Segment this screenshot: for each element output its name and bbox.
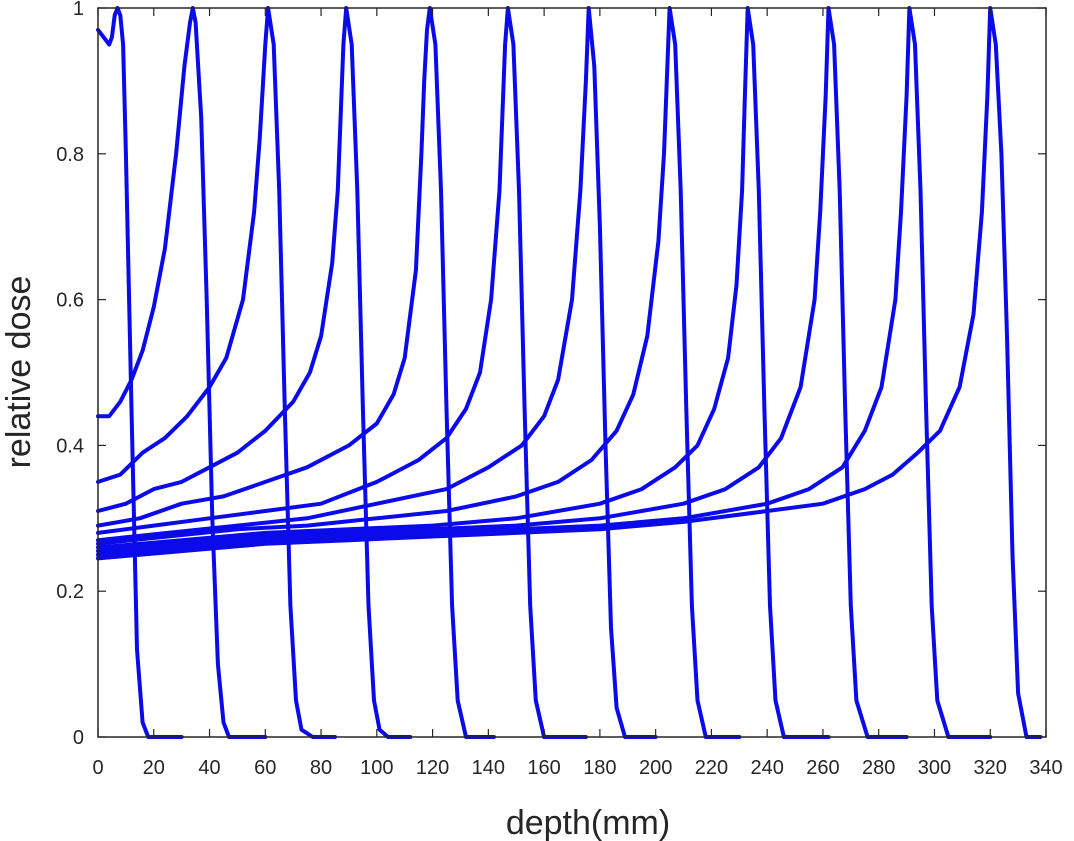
dose-curve-1 [96, 6, 184, 739]
x-tick-label: 340 [1029, 757, 1062, 779]
x-tick-label: 300 [918, 757, 951, 779]
y-tick-label: 0.8 [56, 144, 84, 166]
y-tick-label: 0.6 [56, 290, 84, 312]
dose-curve-11 [96, 6, 993, 739]
dose-curve-10 [96, 6, 909, 739]
x-tick-label: 320 [974, 757, 1007, 779]
dose-curve-6 [96, 6, 588, 739]
plot-frame [97, 7, 1047, 738]
y-tick-label: 1 [73, 0, 84, 20]
y-tick-label: 0.4 [56, 435, 84, 457]
x-axis-label: depth(mm) [506, 804, 670, 841]
x-tick-label: 100 [360, 757, 393, 779]
y-axis-label: relative dose [0, 276, 38, 469]
x-tick-label: 40 [198, 757, 220, 779]
x-tick-label: 280 [862, 757, 895, 779]
dose-curve-3 [96, 6, 337, 739]
dose-curve-7 [96, 6, 658, 739]
dose-curve-12 [96, 6, 1043, 739]
curve-layer [96, 6, 1043, 739]
x-tick-label: 20 [143, 757, 165, 779]
x-tick-label: 160 [527, 757, 560, 779]
x-tick-label: 220 [695, 757, 728, 779]
x-tick-label: 120 [416, 757, 449, 779]
x-tick-label: 140 [472, 757, 505, 779]
dose-curve-5 [96, 6, 496, 739]
y-tick-label: 0 [73, 727, 84, 749]
dose-curve-9 [96, 6, 831, 739]
x-tick-label: 80 [310, 757, 332, 779]
x-tick-label: 200 [639, 757, 672, 779]
x-tick-label: 260 [806, 757, 839, 779]
dose-curve-4 [96, 6, 413, 739]
dose-curve-2 [96, 6, 268, 739]
y-tick-label: 0.2 [56, 581, 84, 603]
dose-curve-8 [96, 6, 742, 739]
tick-layer: 0 20 40 60 80 100 120 140 160 180 200 220 240 260 280 3… [56, 0, 1063, 779]
x-tick-label: 240 [750, 757, 783, 779]
x-tick-label: 0 [92, 757, 103, 779]
x-tick-label: 60 [254, 757, 276, 779]
x-tick-label: 180 [583, 757, 616, 779]
